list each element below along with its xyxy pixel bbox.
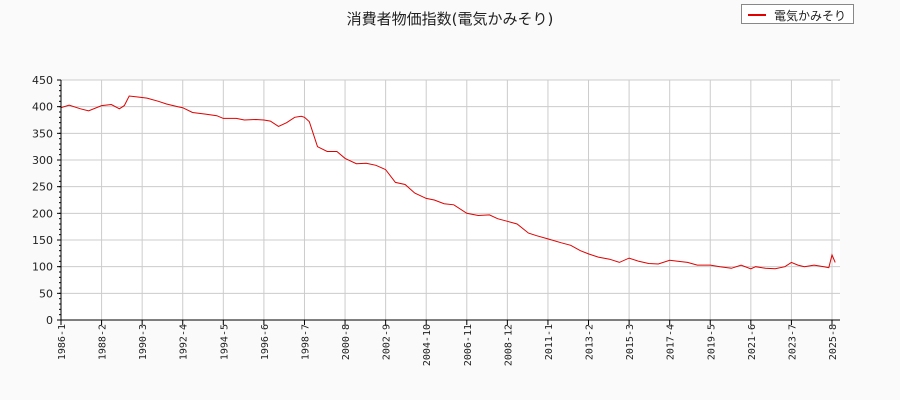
x-tick-label: 1998-7 — [300, 324, 311, 360]
x-tick-label: 2011-1 — [544, 324, 555, 360]
y-tick-label: 400 — [32, 101, 53, 114]
plot-area — [61, 80, 840, 320]
y-tick-label: 300 — [32, 154, 53, 167]
legend-label: 電気かみそり — [774, 9, 847, 23]
grid-lines — [60, 79, 840, 321]
y-tick-label: 250 — [32, 181, 53, 194]
series-line — [60, 95, 836, 270]
x-tick-label: 2025-8 — [828, 324, 839, 360]
x-tick-label: 2004-10 — [422, 324, 433, 366]
x-tick-label: 2021-6 — [747, 324, 758, 360]
y-tick-label: 100 — [32, 261, 53, 274]
legend: 電気かみそり — [741, 4, 854, 24]
chart-title: 消費者物価指数(電気かみそり) — [346, 10, 554, 28]
x-tick-label: 2000-8 — [341, 324, 352, 360]
x-tick-label: 2008-12 — [503, 324, 514, 366]
x-tick-label: 2006-11 — [463, 324, 474, 366]
x-tick-label: 2013-2 — [585, 324, 596, 360]
y-tick-label: 350 — [32, 127, 53, 140]
x-tick-label: 1988-2 — [98, 324, 109, 360]
y-tick-label: 450 — [32, 74, 53, 87]
x-tick-label: 1994-5 — [219, 324, 230, 360]
x-tick-label: 2023-7 — [787, 324, 798, 360]
y-tick-label: 150 — [32, 234, 53, 247]
y-tick-label: 200 — [32, 207, 53, 220]
x-tick-label: 2019-5 — [706, 324, 717, 360]
x-tick-label: 1986-1 — [57, 324, 68, 360]
x-tick-label: 2017-4 — [666, 324, 677, 360]
y-tick-label: 50 — [39, 287, 53, 300]
legend-line-icon — [748, 14, 766, 16]
x-tick-label: 1990-3 — [138, 324, 149, 360]
x-axis: 1986-1 1988-2 1990-3 1992-4 1994-5 1996-6 1998… — [57, 320, 839, 366]
x-tick-label: 1996-6 — [260, 324, 271, 360]
y-axis: 0 50 100 150 200 250 300 350 400 450 — [32, 74, 61, 327]
x-tick-label: 1992-4 — [179, 324, 190, 360]
x-tick-label: 2002-9 — [382, 324, 393, 360]
x-tick-label: 2015-3 — [625, 324, 636, 360]
y-tick-label: 0 — [46, 314, 53, 327]
